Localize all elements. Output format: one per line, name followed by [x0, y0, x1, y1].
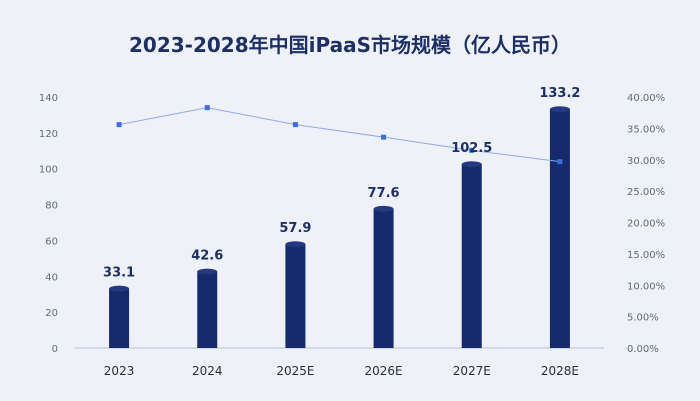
data-label: 77.6	[368, 186, 400, 201]
data-label: 57.9	[279, 221, 311, 236]
x-tick-label: 2027E	[453, 364, 491, 378]
y-tick-left: 60	[45, 236, 58, 247]
bar	[373, 208, 394, 348]
y-tick-left: 0	[52, 344, 58, 355]
y-tick-right: 20.00%	[627, 219, 665, 230]
bar	[461, 164, 482, 348]
line-point	[381, 134, 387, 140]
y-tick-right: 10.00%	[627, 281, 665, 292]
y-tick-left: 20	[45, 308, 58, 319]
x-tick-label: 2023	[104, 364, 135, 378]
line-point	[557, 159, 563, 165]
bar	[285, 244, 306, 348]
y-tick-right: 5.00%	[627, 313, 659, 324]
x-tick-label: 2026E	[365, 364, 403, 378]
bar-cap	[109, 285, 130, 292]
data-label: 42.6	[191, 249, 223, 264]
chart-title: 2023-2028年中国iPaaS市场规模（亿人民币）	[129, 33, 571, 57]
y-tick-right: 40.00%	[627, 93, 665, 104]
x-tick-label: 2028E	[541, 364, 579, 378]
bar	[197, 271, 218, 348]
bar-cap	[461, 161, 482, 168]
y-tick-right: 15.00%	[627, 250, 665, 261]
data-label: 133.2	[539, 86, 580, 101]
bar-cap	[197, 268, 218, 275]
y-tick-right: 0.00%	[627, 344, 659, 355]
x-tick-label: 2025E	[276, 364, 314, 378]
y-tick-right: 30.00%	[627, 156, 665, 167]
y-tick-right: 25.00%	[627, 187, 665, 198]
line-point	[469, 147, 475, 153]
growth-line	[118, 107, 560, 163]
line-point	[204, 105, 210, 111]
bar-cap	[549, 106, 570, 113]
y-tick-left: 120	[39, 129, 58, 140]
y-tick-right: 35.00%	[627, 124, 665, 135]
bar-cap	[373, 205, 394, 212]
y-tick-left: 40	[45, 272, 58, 283]
line-point	[116, 122, 122, 128]
data-label: 33.1	[103, 266, 135, 281]
line-point	[292, 122, 298, 128]
y-tick-left: 100	[39, 165, 58, 176]
data-label: 102.5	[451, 141, 492, 156]
bar	[109, 288, 130, 348]
y-tick-left: 80	[45, 201, 58, 212]
x-tick-label: 2024	[192, 364, 223, 378]
bar-cap	[285, 241, 306, 248]
y-tick-left: 140	[39, 93, 58, 104]
bar	[549, 109, 570, 348]
